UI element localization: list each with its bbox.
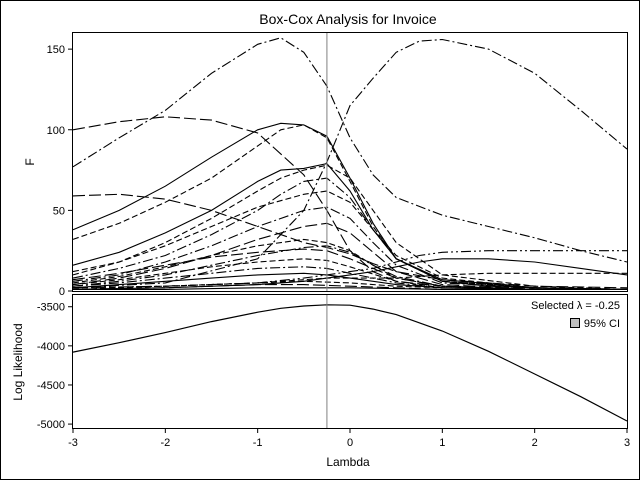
x-tick-label: 1: [439, 437, 445, 449]
legend-ci-label: 95% CI: [584, 318, 620, 330]
legend-selected-lambda: Selected λ = -0.25: [531, 300, 620, 312]
lambda-axis-label: Lambda: [326, 455, 370, 469]
y-tick-label: -4500: [37, 380, 65, 392]
y-tick-label: 0: [59, 286, 65, 298]
f-series-line: [72, 177, 628, 290]
x-tick-label: -3: [68, 437, 78, 449]
f-series-line: [72, 162, 628, 290]
y-tick-label: -5000: [37, 419, 65, 431]
y-tick-label: -3500: [37, 302, 65, 314]
chart-title: Box-Cox Analysis for Invoice: [259, 11, 437, 27]
f-series-line: [72, 284, 627, 290]
y-tick-label: -4000: [37, 341, 65, 353]
x-tick-label: -1: [253, 437, 263, 449]
f-series-line: [72, 37, 628, 263]
f-series-line: [72, 164, 628, 290]
y-tick-label: 50: [53, 205, 65, 217]
f-axis-label: F: [23, 158, 37, 165]
f-series-line: [72, 116, 628, 290]
x-tick-label: 3: [624, 437, 630, 449]
f-series-line: [72, 258, 628, 290]
loglik-line: [72, 304, 628, 422]
x-tick-label: 0: [347, 437, 353, 449]
loglik-series-group: [72, 304, 628, 422]
loglik-axis-label: Log Likelihood: [11, 323, 25, 400]
f-series-line: [72, 124, 628, 290]
f-series-line: [72, 190, 628, 290]
legend-ci-swatch: [570, 318, 580, 328]
y-tick-label: 100: [47, 125, 65, 137]
loglik-axis: -3500 -4000 -4500 -5000: [37, 302, 73, 431]
f-series-line: [72, 38, 628, 289]
f-panel-frame: [72, 32, 628, 292]
f-axis: 0 50 100 150: [47, 44, 73, 298]
y-tick-label: 150: [47, 44, 65, 56]
f-series-line: [73, 287, 627, 290]
x-tick-label: 2: [532, 437, 538, 449]
lambda-axis: -3 -2 -1 0 1 2 3: [68, 428, 630, 449]
f-series-line: [72, 272, 627, 290]
f-series-line: [72, 248, 627, 290]
x-tick-label: -2: [160, 437, 170, 449]
